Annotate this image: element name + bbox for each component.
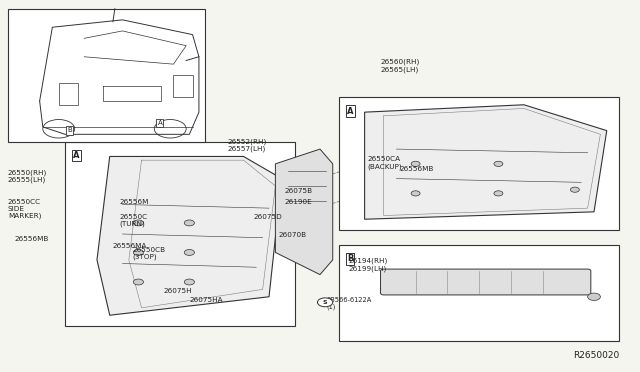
Text: 26075B: 26075B (285, 188, 313, 194)
Text: 26556MB: 26556MB (14, 236, 49, 242)
Text: S: S (323, 300, 328, 305)
Polygon shape (275, 149, 333, 275)
Circle shape (317, 298, 333, 307)
Text: R2650020: R2650020 (573, 350, 620, 359)
Circle shape (570, 187, 579, 192)
Text: 0B566-6122A
(1): 0B566-6122A (1) (326, 297, 372, 310)
Text: 26075HA: 26075HA (189, 297, 223, 303)
Circle shape (184, 279, 195, 285)
Text: 26075H: 26075H (164, 288, 193, 294)
Text: 26550(RH)
26555(LH): 26550(RH) 26555(LH) (8, 169, 47, 183)
Circle shape (411, 191, 420, 196)
Text: 26552(RH)
26557(LH): 26552(RH) 26557(LH) (228, 138, 267, 152)
FancyBboxPatch shape (65, 142, 294, 326)
FancyBboxPatch shape (8, 9, 205, 142)
Text: 26075D: 26075D (253, 214, 282, 220)
Text: A: A (73, 151, 79, 160)
Circle shape (184, 250, 195, 256)
FancyBboxPatch shape (339, 97, 620, 230)
Text: A: A (157, 120, 163, 126)
Text: A: A (347, 107, 353, 116)
Text: 26550CB
(3TOP): 26550CB (3TOP) (132, 247, 165, 260)
Text: B: B (347, 254, 353, 263)
Text: 26550C
(TURN): 26550C (TURN) (119, 214, 147, 227)
Polygon shape (365, 105, 607, 219)
Text: 26556M: 26556M (119, 199, 148, 205)
FancyBboxPatch shape (339, 245, 620, 341)
Circle shape (588, 293, 600, 301)
Circle shape (494, 161, 503, 166)
Polygon shape (97, 157, 282, 315)
Circle shape (133, 279, 143, 285)
Text: 26560(RH)
26565(LH): 26560(RH) 26565(LH) (381, 59, 420, 73)
Text: 26194(RH)
26199(LH): 26194(RH) 26199(LH) (349, 258, 388, 272)
Text: 26550CA
(BACKUP): 26550CA (BACKUP) (368, 157, 403, 170)
Circle shape (411, 161, 420, 166)
FancyBboxPatch shape (381, 269, 591, 295)
Circle shape (184, 220, 195, 226)
Text: B: B (67, 128, 72, 134)
Text: 26556MA: 26556MA (113, 243, 147, 249)
Circle shape (494, 191, 503, 196)
Text: 26070B: 26070B (278, 232, 307, 238)
Circle shape (133, 250, 143, 256)
Circle shape (133, 220, 143, 226)
Text: 26556MB: 26556MB (399, 166, 434, 172)
Text: 26550CC
SIDE
MARKER): 26550CC SIDE MARKER) (8, 199, 41, 219)
Text: 26190E: 26190E (285, 199, 313, 205)
